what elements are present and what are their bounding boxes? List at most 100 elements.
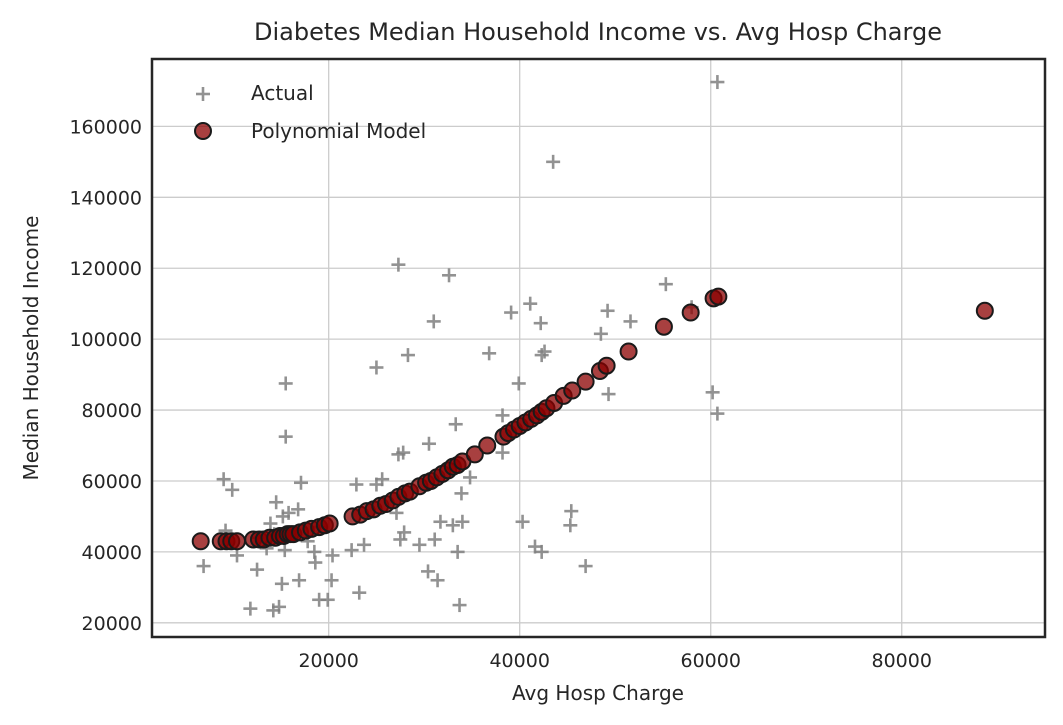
actual-point xyxy=(504,305,519,320)
actual-point xyxy=(308,555,323,570)
actual-point xyxy=(537,344,552,359)
actual-point xyxy=(369,360,384,375)
actual-point xyxy=(445,518,460,533)
model-point xyxy=(191,532,210,551)
actual-point xyxy=(710,406,725,421)
actual-point xyxy=(658,277,673,292)
y-tick-label: 140000 xyxy=(69,187,142,209)
actual-point xyxy=(324,573,339,588)
actual-point xyxy=(534,544,549,559)
model-point xyxy=(681,303,700,322)
x-tick-label: 20000 xyxy=(298,650,358,672)
actual-point xyxy=(391,257,406,272)
actual-point xyxy=(250,562,265,577)
actual-point xyxy=(293,475,308,490)
actual-point xyxy=(430,573,445,588)
actual-point xyxy=(196,559,211,574)
model-point xyxy=(478,436,497,455)
actual-point xyxy=(349,477,364,492)
model-point xyxy=(709,287,728,306)
actual-point xyxy=(515,514,530,529)
actual-point xyxy=(263,516,278,531)
actual-point xyxy=(400,348,415,363)
x-tick-label: 60000 xyxy=(680,650,740,672)
polynomial-model-series xyxy=(191,287,994,551)
actual-point xyxy=(623,314,638,329)
actual-point xyxy=(546,154,561,169)
actual-point xyxy=(495,445,510,460)
actual-point xyxy=(269,495,284,510)
actual-point xyxy=(266,603,281,618)
actual-point xyxy=(601,387,616,402)
model-point xyxy=(465,445,484,464)
model-point xyxy=(619,342,638,361)
model-point xyxy=(320,514,339,533)
actual-point xyxy=(710,75,725,90)
actual-point xyxy=(448,417,463,432)
legend-actual-plus xyxy=(196,87,210,101)
actual-point xyxy=(421,564,436,579)
x-tick-label: 40000 xyxy=(489,650,549,672)
actual-point xyxy=(563,518,578,533)
actual-point xyxy=(433,514,448,529)
actual-point xyxy=(600,303,615,318)
model-point xyxy=(228,532,247,551)
plot-frame xyxy=(150,57,1047,639)
x-axis-label: Avg Hosp Charge xyxy=(512,681,684,705)
actual-point xyxy=(454,486,469,501)
actual-point xyxy=(463,470,478,485)
legend-model-marker xyxy=(194,122,212,140)
actual-point xyxy=(352,585,367,600)
actual-point xyxy=(225,482,240,497)
actual-point xyxy=(523,296,538,311)
chart-title: Diabetes Median Household Income vs. Avg… xyxy=(254,18,942,46)
actual-point xyxy=(578,559,593,574)
y-tick-label: 160000 xyxy=(69,116,142,138)
model-point xyxy=(654,317,673,336)
y-tick-label: 80000 xyxy=(82,400,142,422)
actual-point xyxy=(275,509,290,524)
model-point xyxy=(597,356,616,375)
y-tick-label: 20000 xyxy=(82,613,142,635)
model-point xyxy=(576,372,595,391)
actual-point xyxy=(391,447,406,462)
actual-point xyxy=(230,548,245,563)
model-point xyxy=(563,381,582,400)
legend-actual-marker xyxy=(196,87,210,101)
actual-point xyxy=(216,472,231,487)
actual-point xyxy=(534,348,549,363)
actual-point xyxy=(357,537,372,552)
x-tick-label: 80000 xyxy=(872,650,932,672)
x-axis-ticks: 20000 40000 60000 80000 xyxy=(298,650,932,672)
actual-point xyxy=(369,477,384,492)
actual-point xyxy=(277,543,292,558)
actual-point xyxy=(482,346,497,361)
actual-point xyxy=(397,525,412,540)
actual-point xyxy=(426,314,441,329)
actual-point xyxy=(278,429,293,444)
model-point xyxy=(975,301,994,320)
y-tick-label: 60000 xyxy=(82,471,142,493)
actual-point xyxy=(412,537,427,552)
actual-point xyxy=(593,326,608,341)
y-tick-label: 120000 xyxy=(69,258,142,280)
actual-point xyxy=(495,408,510,423)
actual-point xyxy=(278,376,293,391)
actual-point xyxy=(393,532,408,547)
actual-point xyxy=(243,601,258,616)
actual-point xyxy=(320,592,335,607)
actual-point xyxy=(450,544,465,559)
actual-point xyxy=(442,268,457,283)
actual-point xyxy=(421,436,436,451)
legend-actual-label: Actual xyxy=(251,81,314,105)
actual-point xyxy=(564,504,579,519)
y-tick-label: 100000 xyxy=(69,329,142,351)
actual-point xyxy=(452,598,467,613)
actual-point xyxy=(705,385,720,400)
actual-point xyxy=(511,376,526,391)
y-tick-label: 40000 xyxy=(82,542,142,564)
actual-point xyxy=(291,502,306,517)
legend: Actual Polynomial Model xyxy=(194,81,426,143)
actual-point xyxy=(292,573,307,588)
